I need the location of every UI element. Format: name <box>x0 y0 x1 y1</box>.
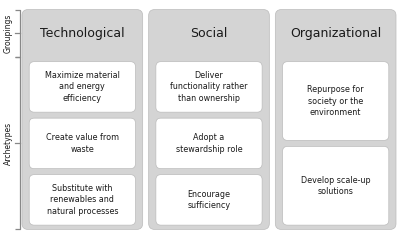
Text: Create value from
waste: Create value from waste <box>46 133 119 154</box>
Text: Deliver
functionality rather
than ownership: Deliver functionality rather than owners… <box>170 71 248 103</box>
FancyBboxPatch shape <box>156 62 262 112</box>
Text: Repurpose for
society or the
environment: Repurpose for society or the environment <box>307 85 364 117</box>
FancyBboxPatch shape <box>149 10 269 229</box>
Text: Encourage
sufficiency: Encourage sufficiency <box>188 190 230 210</box>
FancyBboxPatch shape <box>22 10 143 229</box>
FancyBboxPatch shape <box>29 118 136 169</box>
Text: Substitute with
renewables and
natural processes: Substitute with renewables and natural p… <box>46 184 118 216</box>
Text: Groupings: Groupings <box>4 14 13 53</box>
Text: Social: Social <box>190 27 228 40</box>
FancyBboxPatch shape <box>282 147 389 225</box>
Text: Develop scale-up
solutions: Develop scale-up solutions <box>301 175 370 196</box>
FancyBboxPatch shape <box>156 118 262 169</box>
FancyBboxPatch shape <box>29 62 136 112</box>
Text: Organizational: Organizational <box>290 27 381 40</box>
Text: Adopt a
stewardship role: Adopt a stewardship role <box>176 133 242 154</box>
FancyBboxPatch shape <box>275 10 396 229</box>
Text: Technological: Technological <box>40 27 125 40</box>
FancyBboxPatch shape <box>156 175 262 225</box>
FancyBboxPatch shape <box>29 175 136 225</box>
Text: Archetypes: Archetypes <box>4 122 13 165</box>
FancyBboxPatch shape <box>282 62 389 141</box>
Text: Maximize material
and energy
efficiency: Maximize material and energy efficiency <box>45 71 120 103</box>
